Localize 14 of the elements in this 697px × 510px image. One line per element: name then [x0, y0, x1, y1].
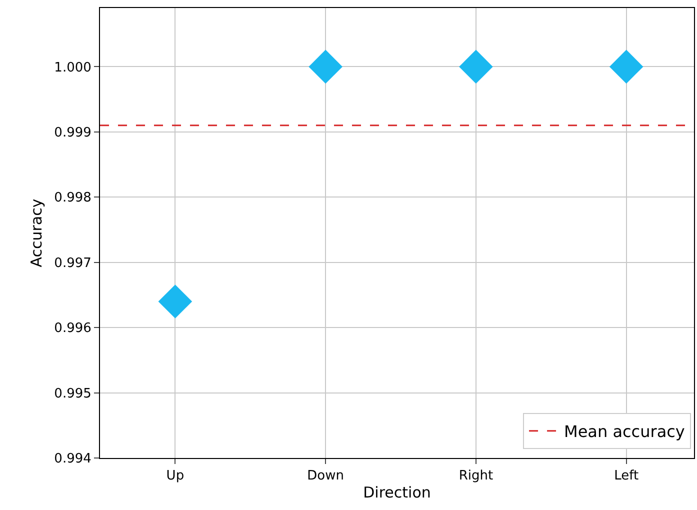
x-tick-label: Up [166, 468, 184, 484]
x-tick-label: Left [614, 468, 639, 484]
y-tick-label: 0.996 [54, 321, 92, 336]
y-tick-label: 1.000 [54, 60, 92, 76]
legend-label: Mean accuracy [564, 422, 685, 442]
x-tick-label: Right [458, 468, 494, 484]
y-tick-label: 0.999 [54, 125, 92, 140]
y-tick-label: 0.994 [54, 452, 92, 467]
y-tick-label: 0.998 [54, 190, 92, 206]
y-axis-title: Accuracy [27, 198, 46, 268]
x-tick-label: Down [307, 468, 344, 484]
x-axis-title: Direction [363, 484, 431, 502]
y-tick-label: 0.995 [54, 386, 92, 402]
y-tick-label: 0.997 [54, 256, 92, 271]
